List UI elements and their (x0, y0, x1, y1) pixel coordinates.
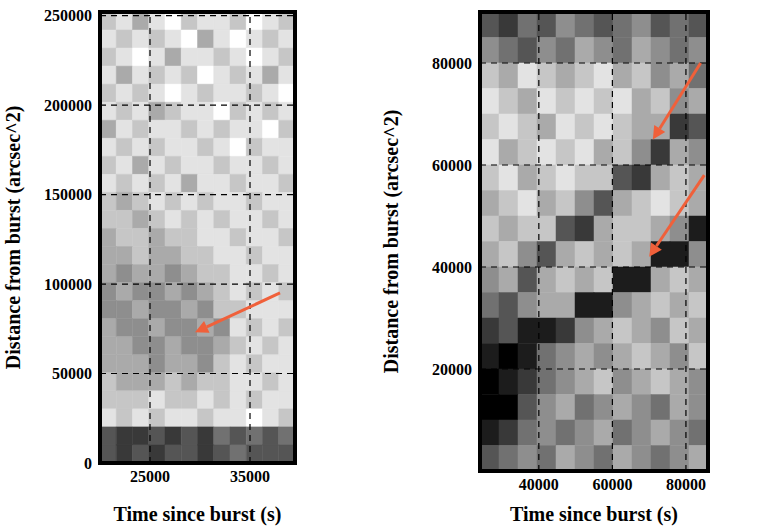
svg-text:50000: 50000 (52, 365, 92, 382)
svg-text:20000: 20000 (432, 361, 472, 378)
svg-text:25000: 25000 (130, 468, 170, 485)
svg-text:35000: 35000 (230, 468, 270, 485)
svg-text:40000: 40000 (432, 259, 472, 276)
svg-text:Distance from burst (arcsec^2): Distance from burst (arcsec^2) (2, 106, 25, 370)
svg-text:60000: 60000 (432, 157, 472, 174)
svg-text:80000: 80000 (432, 55, 472, 72)
svg-text:Distance from burst (arcsec^2): Distance from burst (arcsec^2) (380, 110, 403, 374)
svg-text:150000: 150000 (44, 186, 92, 203)
svg-text:250000: 250000 (44, 7, 92, 24)
svg-text:200000: 200000 (44, 97, 92, 114)
svg-text:Time since burst (s): Time since burst (s) (114, 503, 282, 526)
svg-text:40000: 40000 (519, 476, 559, 493)
svg-text:0: 0 (84, 455, 92, 472)
svg-text:Time since burst (s): Time since burst (s) (510, 503, 678, 526)
svg-text:80000: 80000 (666, 476, 706, 493)
svg-text:60000: 60000 (592, 476, 632, 493)
svg-text:100000: 100000 (44, 276, 92, 293)
